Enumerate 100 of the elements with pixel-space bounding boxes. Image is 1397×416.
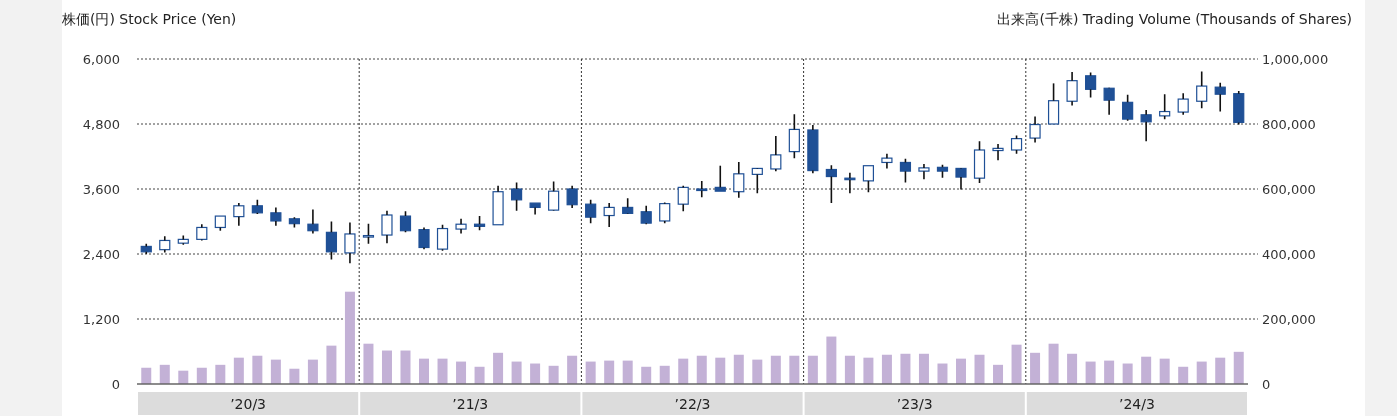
bar <box>863 357 874 384</box>
candlestick <box>659 203 671 224</box>
bar <box>159 364 170 384</box>
candlestick <box>455 217 467 235</box>
bar <box>141 367 152 384</box>
candlestick <box>362 222 375 245</box>
bar <box>252 355 263 384</box>
y2-tick-label: 1,000,000 <box>1262 52 1329 67</box>
bar <box>585 361 596 384</box>
bar <box>326 345 337 384</box>
bar <box>511 361 522 384</box>
candlestick <box>696 180 708 198</box>
bar <box>1030 352 1041 384</box>
candlestick <box>566 184 578 209</box>
bar <box>918 353 929 384</box>
y2-tick-label: 800,000 <box>1262 117 1316 132</box>
candlestick <box>1140 109 1152 143</box>
text: ’22/3 <box>674 396 711 412</box>
candlestick <box>807 124 819 175</box>
text: ’23/3 <box>896 396 933 412</box>
candlestick <box>640 204 652 224</box>
bar <box>178 370 189 384</box>
bar <box>1178 366 1189 384</box>
candlestick <box>381 209 393 244</box>
bar <box>437 358 448 384</box>
bar <box>807 355 818 384</box>
candlestick <box>159 235 171 254</box>
bar <box>881 354 892 384</box>
candlestick <box>196 223 208 240</box>
text: ’20/3 <box>230 396 267 412</box>
y-tick-label: 6,000 <box>82 52 120 67</box>
bar <box>567 355 578 384</box>
bar <box>752 359 763 384</box>
candlestick <box>992 143 1004 162</box>
bar <box>678 358 689 384</box>
candlestick <box>788 113 800 159</box>
candlestick <box>1214 82 1226 113</box>
text: ’24/3 <box>1118 396 1155 412</box>
bar <box>1085 361 1096 384</box>
bar <box>530 363 541 384</box>
bar <box>363 343 374 384</box>
bar <box>789 355 800 384</box>
candlestick <box>603 202 615 228</box>
y2-axis-title: 出来高(千株) Trading Volume (Thousands of Shares) <box>997 11 1352 27</box>
bar <box>1011 344 1022 384</box>
candlestick <box>1196 70 1208 110</box>
bar <box>974 354 985 384</box>
bar <box>641 366 652 384</box>
y2-tick-label: 0 <box>1262 377 1271 392</box>
bar <box>548 365 559 384</box>
candlestick <box>1066 71 1078 107</box>
candlestick <box>307 208 319 235</box>
y-tick-label: 2,400 <box>82 247 120 262</box>
bar <box>493 352 504 384</box>
candlestick <box>325 220 338 261</box>
candlestick <box>1029 115 1041 144</box>
bar <box>381 350 392 384</box>
candlestick <box>918 163 930 181</box>
bar <box>196 367 207 384</box>
candlestick <box>733 161 745 199</box>
bar <box>659 365 670 384</box>
bar <box>270 359 281 384</box>
bar <box>696 355 707 384</box>
y-tick-label: 1,200 <box>82 312 120 327</box>
candlestick <box>770 135 782 172</box>
candlestick <box>677 184 689 213</box>
candlestick <box>233 202 245 227</box>
bar <box>770 355 781 384</box>
text: ’21/3 <box>452 396 489 412</box>
candlestick <box>825 164 837 204</box>
bar <box>307 359 318 384</box>
candlestick <box>1159 93 1171 120</box>
candlestick <box>270 206 282 227</box>
y2-tick-label: 600,000 <box>1262 182 1316 197</box>
bar <box>1104 360 1115 384</box>
bar <box>604 360 615 384</box>
bar <box>1048 343 1059 384</box>
bar <box>400 350 411 384</box>
candlestick <box>529 202 541 216</box>
bar <box>733 354 744 384</box>
bar <box>622 360 633 384</box>
candlestick <box>1233 90 1245 126</box>
bar <box>215 364 226 384</box>
candlestick <box>140 242 152 255</box>
bar <box>900 353 911 384</box>
bar <box>1215 357 1226 384</box>
bar <box>1067 353 1078 384</box>
candlestick <box>1177 92 1189 116</box>
y2-tick-label: 200,000 <box>1262 312 1316 327</box>
candlestick <box>1103 87 1115 116</box>
bar <box>344 291 355 384</box>
candlestick <box>418 226 430 250</box>
bar <box>474 366 485 384</box>
bar <box>955 358 966 384</box>
y-tick-label: 4,800 <box>82 117 120 132</box>
y-axis-title: 株価(円) Stock Price (Yen) <box>61 11 237 27</box>
y-tick-label: 0 <box>111 377 120 392</box>
bar <box>715 357 726 384</box>
bar <box>456 361 467 384</box>
bar <box>233 357 244 384</box>
